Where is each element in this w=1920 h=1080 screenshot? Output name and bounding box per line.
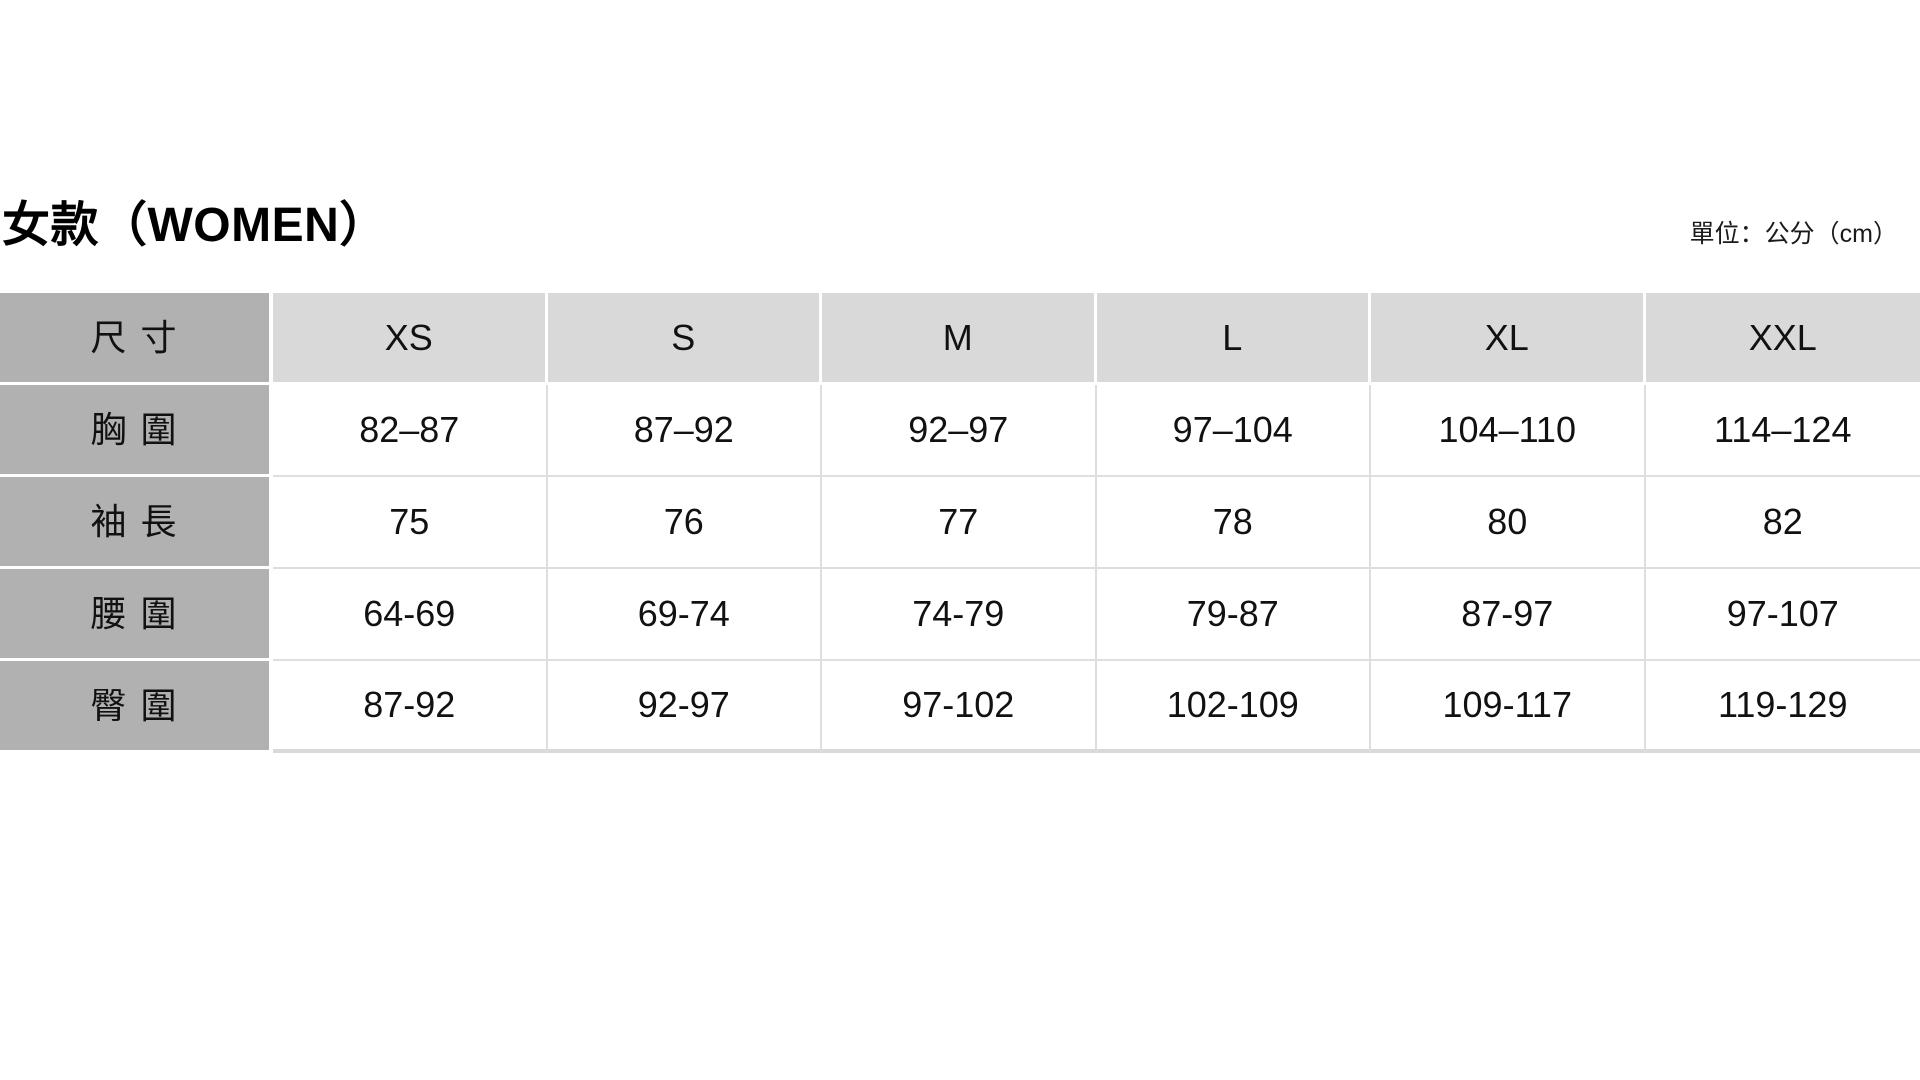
size-column-header-xl: XL <box>1371 293 1646 385</box>
size-header-label: 尺 寸 <box>0 293 273 385</box>
waist-s-value: 69-74 <box>547 569 822 661</box>
waist-l-value: 79-87 <box>1096 569 1371 661</box>
size-column-header-m: M <box>822 293 1097 385</box>
size-column-header-l: L <box>1096 293 1371 385</box>
sleeve-m-value: 77 <box>822 477 1097 569</box>
hip-xl-value: 109-117 <box>1371 661 1646 753</box>
row-label-waist: 腰 圍 <box>0 569 273 661</box>
sleeve-xs-value: 75 <box>273 477 548 569</box>
waist-xxl-value: 97-107 <box>1645 569 1920 661</box>
chest-xs-value: 82–87 <box>273 385 548 477</box>
size-column-header-xxl: XXL <box>1645 293 1920 385</box>
hip-xxl-value: 119-129 <box>1645 661 1920 753</box>
chest-l-value: 97–104 <box>1096 385 1371 477</box>
hip-s-value: 92-97 <box>547 661 822 753</box>
size-column-header-s: S <box>547 293 822 385</box>
size-table: 尺 寸 XS S M L XL XXL 胸 圍 82–87 87–92 92–9… <box>0 293 1920 753</box>
chest-s-value: 87–92 <box>547 385 822 477</box>
sleeve-xxl-value: 82 <box>1645 477 1920 569</box>
sleeve-l-value: 78 <box>1096 477 1371 569</box>
row-label-hip: 臀 圍 <box>0 661 273 753</box>
sleeve-s-value: 76 <box>547 477 822 569</box>
hip-xs-value: 87-92 <box>273 661 548 753</box>
page-title: 女款（WOMEN） <box>2 199 388 252</box>
sleeve-xl-value: 80 <box>1371 477 1646 569</box>
waist-xs-value: 64-69 <box>273 569 548 661</box>
row-label-sleeve: 袖 長 <box>0 477 273 569</box>
hip-l-value: 102-109 <box>1096 661 1371 753</box>
hip-m-value: 97-102 <box>822 661 1097 753</box>
size-column-header-xs: XS <box>273 293 548 385</box>
chest-xl-value: 104–110 <box>1371 385 1646 477</box>
waist-xl-value: 87-97 <box>1371 569 1646 661</box>
unit-note: 單位：公分（cm） <box>1689 220 1898 248</box>
chest-xxl-value: 114–124 <box>1645 385 1920 477</box>
row-label-chest: 胸 圍 <box>0 385 273 477</box>
chest-m-value: 92–97 <box>822 385 1097 477</box>
waist-m-value: 74-79 <box>822 569 1097 661</box>
